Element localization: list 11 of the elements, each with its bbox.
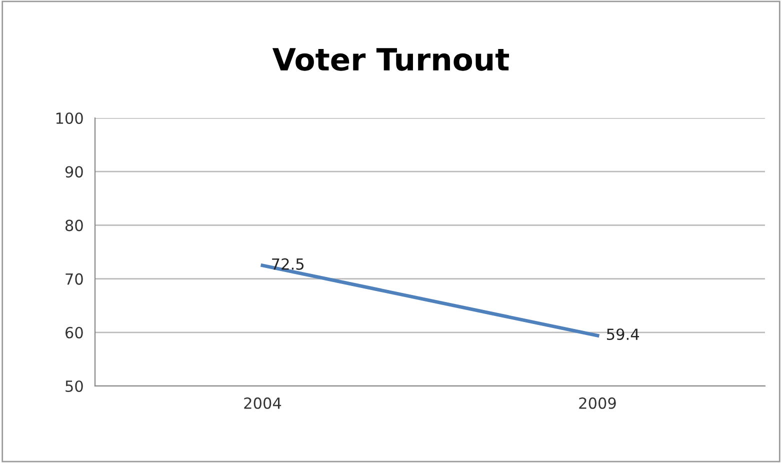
- y-tick-label: 70: [66, 273, 83, 285]
- y-tick-label: 80: [65, 220, 83, 232]
- chart-title: Voter Turnout: [272, 48, 510, 71]
- x-tick-label: 2004: [244, 397, 282, 409]
- data-label: 59.4: [607, 328, 639, 340]
- y-tick-label: 50: [66, 380, 83, 392]
- x-tick-label: 2009: [579, 397, 616, 409]
- y-tick-label: 90: [65, 166, 83, 178]
- data-label: 72.5: [272, 258, 304, 270]
- y-tick-label: 100: [56, 112, 83, 124]
- y-tick-label: 60: [66, 326, 83, 338]
